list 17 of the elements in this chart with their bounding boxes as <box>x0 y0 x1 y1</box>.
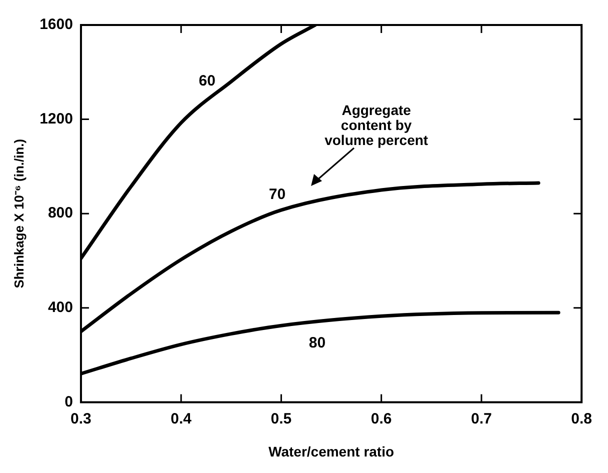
x-tick-label: 0.4 <box>170 410 192 428</box>
x-tick-label: 0.8 <box>571 410 592 428</box>
x-tick-label: 0.3 <box>70 410 92 428</box>
x-axis-title: Water/cement ratio <box>268 443 394 460</box>
y-axis-title: Shrinkage X 10⁻⁶ (in./in.) <box>11 138 26 288</box>
series-label: 80 <box>308 334 326 352</box>
annotation: Aggregate content by volume percent <box>324 102 428 148</box>
x-tick-label: 0.7 <box>471 410 492 428</box>
y-tick-label: 800 <box>48 204 73 222</box>
y-tick-label: 1600 <box>40 16 73 34</box>
y-tick-label: 0 <box>64 393 73 410</box>
y-tick-label: 400 <box>48 299 73 316</box>
y-tick-label: 1200 <box>40 110 73 128</box>
series-label: 70 <box>268 186 286 204</box>
x-tick-label: 0.5 <box>270 410 292 428</box>
x-tick-label: 0.6 <box>370 410 392 428</box>
series-label: 60 <box>198 72 216 90</box>
